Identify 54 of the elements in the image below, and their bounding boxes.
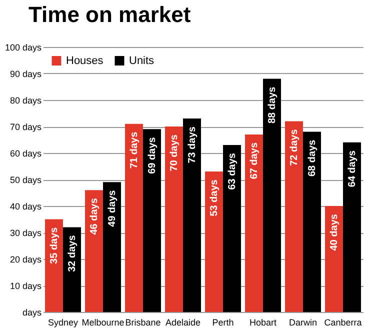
- bar: [263, 78, 281, 312]
- bar: [303, 132, 321, 312]
- x-tick-label: Brisbane: [125, 318, 161, 328]
- data-label: 69 days: [147, 136, 158, 174]
- legend-label: Houses: [66, 54, 104, 67]
- data-label: 63 days: [227, 152, 238, 190]
- bar: [325, 206, 343, 312]
- x-tick-label: Darwin: [288, 318, 318, 328]
- data-label: 35 days: [49, 226, 60, 264]
- chart-title: Time on market: [28, 2, 192, 27]
- bar: [45, 219, 63, 312]
- bar: [143, 129, 161, 312]
- bar: [343, 142, 361, 312]
- x-tick-label: Adelaide: [165, 318, 201, 328]
- y-tick-label: 10 days: [10, 281, 42, 291]
- y-tick-label: 40 days: [10, 202, 42, 212]
- data-label: 40 days: [329, 214, 340, 251]
- x-tick-label: Hobart: [249, 318, 278, 328]
- y-tick-label: 70 days: [10, 122, 42, 132]
- y-tick-label: 100 days: [4, 42, 42, 52]
- bar: [103, 182, 121, 312]
- data-label: 49 days: [107, 190, 118, 227]
- y-tick-label: 90 days: [10, 69, 42, 79]
- x-tick-label: Perth: [212, 318, 234, 328]
- bar: [165, 126, 183, 312]
- y-tick-label: 80 days: [10, 96, 42, 106]
- y-tick-label: 50 days: [10, 175, 42, 185]
- x-tick-label: Canberra: [324, 318, 362, 328]
- data-label: 72 days: [289, 128, 300, 166]
- bar: [205, 172, 223, 312]
- data-label: 88 days: [267, 86, 278, 124]
- data-label: 53 days: [209, 179, 220, 216]
- y-tick-label: days: [22, 308, 42, 318]
- data-label: 71 days: [129, 131, 140, 169]
- bar: [183, 118, 201, 312]
- data-label: 67 days: [249, 142, 260, 180]
- x-tick-label: Melbourne: [82, 318, 124, 328]
- data-label: 64 days: [347, 150, 358, 188]
- data-label: 68 days: [307, 139, 318, 177]
- x-tick-label: Sydney: [48, 318, 79, 328]
- data-label: 70 days: [169, 134, 180, 172]
- data-label: 73 days: [187, 126, 198, 164]
- bar: [125, 124, 143, 312]
- bar: [85, 190, 103, 312]
- legend-label: Units: [129, 54, 155, 67]
- data-label: 46 days: [89, 198, 100, 235]
- bar: [285, 121, 303, 312]
- bar: [63, 227, 81, 312]
- y-tick-label: 60 days: [10, 148, 42, 158]
- y-tick-label: 30 days: [10, 228, 42, 238]
- y-tick-label: 20 days: [10, 254, 42, 264]
- bar: [245, 134, 263, 312]
- data-label: 32 days: [67, 234, 78, 272]
- bar: [223, 145, 241, 312]
